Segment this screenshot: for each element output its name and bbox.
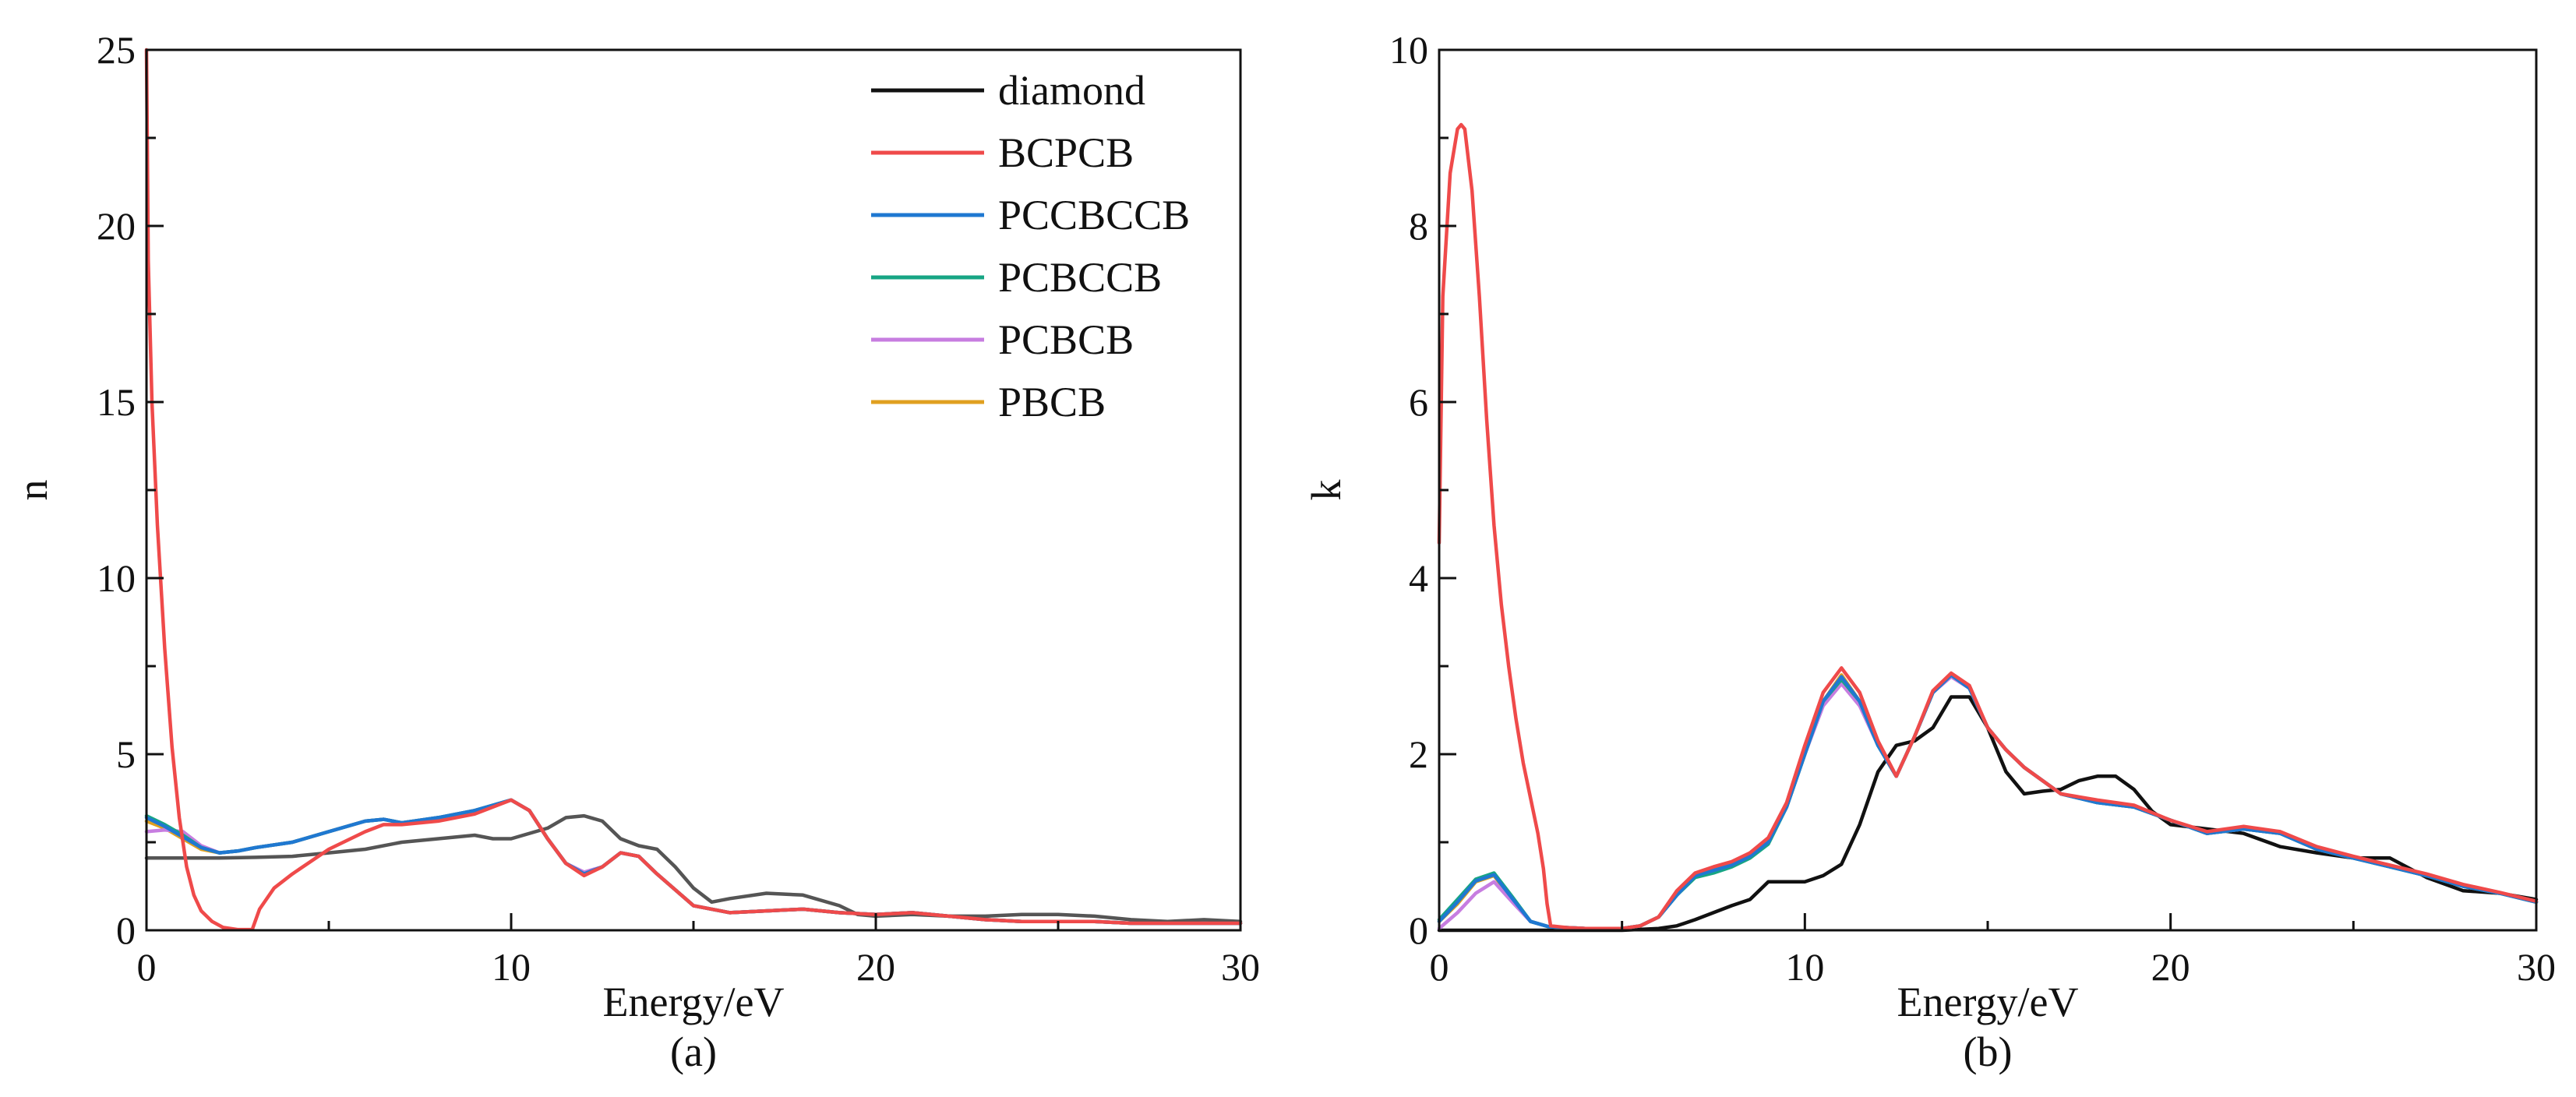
legend-label-diamond: diamond — [998, 67, 1145, 114]
legend-label-pccbccb: PCCBCCB — [998, 192, 1190, 238]
series-line-diamond-a — [144, 813, 1243, 923]
y-tick-label-2-b: 2 — [1409, 732, 1428, 776]
x-tick-label-20-a: 20 — [856, 945, 895, 989]
y-axis-label-a: n — [9, 480, 56, 501]
legend-label-bcpcb: BCPCB — [998, 129, 1134, 176]
y-tick-label-15-a: 15 — [97, 380, 136, 424]
x-tick-label-30-a: 30 — [1221, 945, 1260, 989]
legend: diamond BCPCB PCCBCCB PCBCCB PCBCB PBCB — [871, 67, 1190, 425]
legend-label-pbcb: PBCB — [998, 379, 1106, 425]
y-tick-label-4-b: 4 — [1409, 556, 1428, 600]
panel-label-a: (a) — [670, 1028, 717, 1075]
plot-area-a — [146, 50, 1240, 930]
x-axis-label-b: Energy/eV — [1897, 979, 2079, 1025]
series-line-bcpcb-a — [144, 48, 1243, 932]
y-tick-label-0-b: 0 — [1409, 908, 1428, 952]
series-group-a — [144, 48, 1243, 932]
y-tick-label-10-a: 10 — [97, 556, 136, 600]
y-tick-label-6-b: 6 — [1409, 380, 1428, 424]
panel-label-b: (b) — [1964, 1028, 2013, 1075]
series-line-bcpcb-b — [1437, 122, 2539, 930]
legend-label-pcbccb: PCBCCB — [998, 254, 1162, 301]
y-tick-label-0-a: 0 — [116, 908, 136, 952]
panel-b: 0 10 20 30 0 2 4 6 8 10 k Energy/eV (b) — [1303, 28, 2556, 1075]
series-group-b — [1437, 122, 2539, 933]
y-axis-label-b: k — [1303, 480, 1350, 501]
x-tick-label-0-b: 0 — [1430, 945, 1449, 989]
y-tick-label-5-a: 5 — [116, 732, 136, 776]
x-tick-label-10-b: 10 — [1785, 945, 1824, 989]
series-line-diamond-b — [1437, 695, 2539, 933]
x-tick-label-30-b: 30 — [2517, 945, 2556, 989]
ticks-b: 0 10 20 30 0 2 4 6 8 10 — [1389, 28, 2556, 989]
ticks-a: 0 10 20 30 0 5 10 15 20 25 — [97, 28, 1260, 989]
legend-label-pcbcb: PCBCB — [998, 316, 1134, 363]
x-axis-label-a: Energy/eV — [603, 979, 785, 1025]
x-tick-label-0-a: 0 — [137, 945, 157, 989]
y-tick-label-8-b: 8 — [1409, 204, 1428, 248]
y-tick-label-20-a: 20 — [97, 204, 136, 248]
y-tick-label-10-b: 10 — [1389, 28, 1428, 72]
x-tick-label-10-a: 10 — [492, 945, 531, 989]
plot-area-b — [1439, 50, 2536, 930]
x-tick-label-20-b: 20 — [2151, 945, 2190, 989]
panel-a: 0 10 20 30 0 5 10 15 20 25 n Energy/eV (a) diamon… — [9, 28, 1260, 1075]
y-tick-label-25-a: 25 — [97, 28, 136, 72]
